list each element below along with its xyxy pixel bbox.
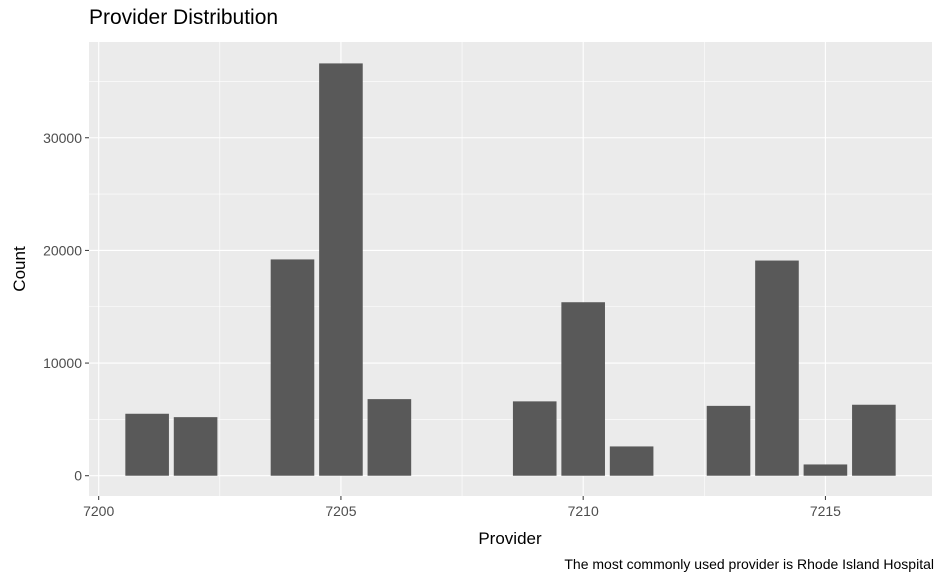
bars: [125, 63, 896, 476]
y-axis-title: Count: [10, 246, 29, 292]
bar: [319, 63, 363, 476]
bar: [755, 260, 799, 476]
bar: [125, 413, 169, 476]
x-tick-label: 7205: [325, 503, 356, 519]
y-tick-label: 0: [74, 468, 82, 484]
y-axis-ticks: 0 10000 20000 30000: [43, 130, 89, 484]
x-tick-label: 7215: [810, 503, 841, 519]
chart-caption: The most commonly used provider is Rhode…: [564, 556, 934, 572]
bar: [173, 417, 218, 476]
bar: [270, 259, 315, 476]
x-axis-ticks: 7200 7205 7210 7215: [83, 496, 841, 519]
x-axis-title: Provider: [478, 529, 542, 548]
bar: [852, 404, 896, 476]
bar: [512, 401, 557, 476]
bar: [803, 464, 848, 476]
bar: [706, 405, 751, 476]
x-tick-label: 7200: [83, 503, 114, 519]
bar: [367, 399, 412, 476]
y-tick-label: 30000: [43, 130, 82, 146]
chart-title: Provider Distribution: [89, 6, 279, 29]
bar: [561, 302, 605, 476]
y-tick-label: 20000: [43, 242, 82, 258]
y-tick-label: 10000: [43, 355, 82, 371]
x-tick-label: 7210: [568, 503, 599, 519]
bar: [609, 446, 654, 476]
